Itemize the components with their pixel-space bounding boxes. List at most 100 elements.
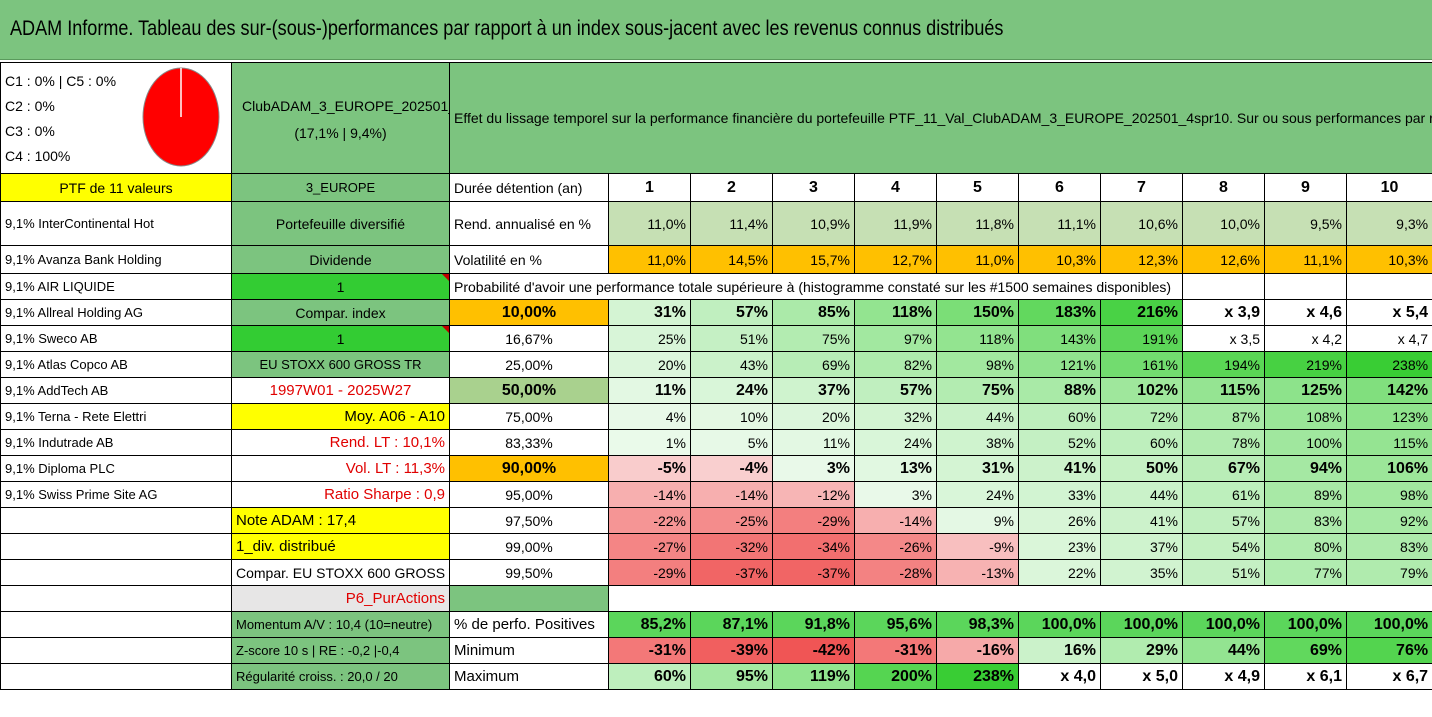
vol-cell[interactable]: 10,3% (1345, 245, 1432, 274)
probability-value[interactable]: 121% (1018, 351, 1101, 378)
probability-value[interactable]: 51% (690, 325, 773, 352)
minimum-cell[interactable]: -16% (936, 637, 1019, 664)
minimum-cell[interactable]: 76% (1345, 637, 1432, 664)
probability-value[interactable]: 98% (936, 351, 1019, 378)
probability-value[interactable]: x 5,4 (1345, 299, 1432, 326)
duration-header-cell[interactable]: 1 (608, 173, 691, 202)
probability-value[interactable]: 85% (772, 299, 855, 326)
empty-cell[interactable] (0, 533, 232, 560)
maximum-cell[interactable]: x 6,1 (1264, 663, 1347, 690)
portfolio-info-cell[interactable]: 1 (231, 325, 450, 352)
positives-cell[interactable]: 100,0% (1100, 611, 1183, 638)
probability-value[interactable]: 60% (1100, 429, 1183, 456)
rend-cell[interactable]: 11,9% (854, 201, 937, 246)
maximum-cell[interactable]: 200% (854, 663, 937, 690)
duration-header-cell[interactable]: 9 (1264, 173, 1347, 202)
cell[interactable] (1345, 273, 1432, 300)
maximum-cell[interactable]: 238% (936, 663, 1019, 690)
probability-value[interactable]: x 4,2 (1264, 325, 1347, 352)
probability-value[interactable]: 44% (1100, 481, 1183, 508)
probability-value[interactable]: 57% (1182, 507, 1265, 534)
maximum-cell[interactable]: x 4,0 (1018, 663, 1101, 690)
probability-value[interactable]: 3% (772, 455, 855, 482)
holding-item[interactable]: 9,1% Diploma PLC (0, 455, 232, 482)
empty-cell[interactable] (855, 586, 937, 612)
portfolio-info-cell[interactable]: Rend. LT : 10,1% (231, 429, 450, 456)
probability-value[interactable]: -22% (608, 507, 691, 534)
probability-value[interactable]: 50% (1100, 455, 1183, 482)
probability-value[interactable]: 26% (1018, 507, 1101, 534)
probability-value[interactable]: -14% (690, 481, 773, 508)
probability-value[interactable]: 43% (690, 351, 773, 378)
probability-value[interactable]: 57% (690, 299, 773, 326)
empty-cell[interactable] (1101, 586, 1183, 612)
probability-value[interactable]: 11% (772, 429, 855, 456)
positives-cell[interactable]: 85,2% (608, 611, 691, 638)
empty-cell[interactable] (937, 586, 1019, 612)
strategy-label[interactable]: P6_PurActions (231, 585, 450, 612)
positives-cell[interactable]: 100,0% (1345, 611, 1432, 638)
positives-cell[interactable]: 100,0% (1018, 611, 1101, 638)
portfolio-info-cell[interactable]: Compar. EU STOXX 600 GROSS TR (231, 559, 450, 586)
holding-item[interactable]: 9,1% AddTech AB (0, 377, 232, 404)
probability-value[interactable]: 44% (936, 403, 1019, 430)
probability-value[interactable]: -37% (690, 559, 773, 586)
probability-value[interactable]: 80% (1264, 533, 1347, 560)
minimum-cell[interactable]: -31% (854, 637, 937, 664)
portfolio-info-cell[interactable]: Compar. index (231, 299, 450, 326)
duration-header-cell[interactable]: 4 (854, 173, 937, 202)
duration-header-cell[interactable]: 2 (690, 173, 773, 202)
portfolio-info-cell[interactable]: 1_div. distribué (231, 533, 450, 560)
probability-value[interactable]: 67% (1182, 455, 1265, 482)
regularity-label[interactable]: Régularité croiss. : 20,0 / 20 (231, 663, 450, 690)
probability-value[interactable]: 94% (1264, 455, 1347, 482)
probability-value[interactable]: 125% (1264, 377, 1347, 404)
probability-value[interactable]: 31% (936, 455, 1019, 482)
strategy-marker[interactable] (449, 585, 609, 612)
probability-value[interactable]: 77% (1264, 559, 1347, 586)
probability-value[interactable]: 75% (772, 325, 855, 352)
probability-value[interactable]: 79% (1345, 559, 1432, 586)
vol-cell[interactable]: 11,1% (1264, 245, 1347, 274)
vol-cell[interactable]: 12,6% (1182, 245, 1265, 274)
probability-value[interactable]: 106% (1345, 455, 1432, 482)
probability-value[interactable]: -13% (936, 559, 1019, 586)
quantile-cell[interactable]: 95,00% (449, 481, 609, 508)
quantile-cell[interactable]: 10,00% (449, 299, 609, 326)
probability-value[interactable]: x 4,6 (1264, 299, 1347, 326)
minimum-cell[interactable]: 69% (1264, 637, 1347, 664)
holding-item[interactable]: 9,1% Swiss Prime Site AG (0, 481, 232, 508)
probability-value[interactable]: 118% (854, 299, 937, 326)
holding-item[interactable]: 9,1% AIR LIQUIDE (0, 273, 232, 300)
probability-value[interactable]: -37% (772, 559, 855, 586)
probability-value[interactable]: 24% (936, 481, 1019, 508)
holding-item[interactable]: 9,1% Indutrade AB (0, 429, 232, 456)
maximum-cell[interactable]: x 5,0 (1100, 663, 1183, 690)
duration-header-cell[interactable]: 5 (936, 173, 1019, 202)
duration-label[interactable]: Durée détention (an) (449, 173, 609, 202)
minimum-label[interactable]: Minimum (449, 637, 609, 664)
probability-value[interactable]: 118% (936, 325, 1019, 352)
probability-value[interactable]: 38% (936, 429, 1019, 456)
dividend-label[interactable]: Dividende (231, 245, 450, 274)
empty-cell[interactable] (1265, 586, 1347, 612)
empty-cell[interactable] (773, 586, 855, 612)
probability-value[interactable]: -9% (936, 533, 1019, 560)
holding-item[interactable]: 9,1% Terna - Rete Elettri (0, 403, 232, 430)
probability-value[interactable]: 194% (1182, 351, 1265, 378)
probability-value[interactable]: 216% (1100, 299, 1183, 326)
minimum-cell[interactable]: 16% (1018, 637, 1101, 664)
dividend-flag[interactable]: 1 (231, 273, 450, 300)
probability-value[interactable]: 219% (1264, 351, 1347, 378)
positives-cell[interactable]: 100,0% (1182, 611, 1265, 638)
vol-cell[interactable]: 11,0% (608, 245, 691, 274)
probability-value[interactable]: 4% (608, 403, 691, 430)
empty-cell[interactable] (1183, 586, 1265, 612)
probability-value[interactable]: -25% (690, 507, 773, 534)
probability-value[interactable]: 13% (854, 455, 937, 482)
empty-cell[interactable] (0, 611, 232, 638)
probability-value[interactable]: 61% (1182, 481, 1265, 508)
probability-value[interactable]: 22% (1018, 559, 1101, 586)
rend-cell[interactable]: 11,4% (690, 201, 773, 246)
minimum-cell[interactable]: -39% (690, 637, 773, 664)
